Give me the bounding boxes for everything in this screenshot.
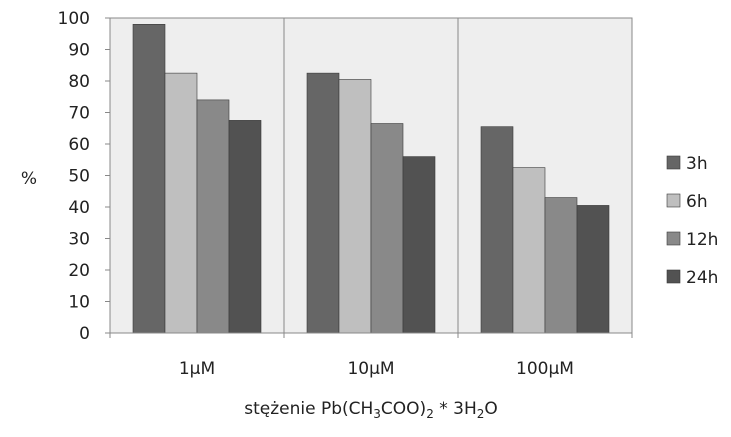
y-axis: 0 10 20 30 40 50 60 70 80 90 100 xyxy=(58,9,111,344)
bar-12h-0 xyxy=(196,99,230,334)
bar-24h-2 xyxy=(576,205,610,334)
y-tick-label: 40 xyxy=(68,198,90,218)
bar-24h-0 xyxy=(228,120,262,334)
y-tick-label: 30 xyxy=(68,230,90,250)
bar-6h-2 xyxy=(512,167,546,334)
y-tick-label: 80 xyxy=(68,72,90,92)
category-dividers xyxy=(283,18,459,333)
y-tick-label: 60 xyxy=(68,135,90,155)
y-tick-label: 90 xyxy=(68,41,90,61)
x-axis-title: stężenie Pb(CH3COO)2 * 3H2O xyxy=(244,399,498,421)
y-tick-label: 20 xyxy=(68,261,90,281)
legend-label-24h: 24h xyxy=(686,268,718,288)
y-tick-label: 50 xyxy=(68,167,90,187)
y-tick-label: 70 xyxy=(68,104,90,124)
bar-6h-0 xyxy=(164,72,198,334)
bar-12h-2 xyxy=(544,197,578,334)
legend-swatch-3h xyxy=(666,155,681,170)
legend-label-12h: 12h xyxy=(686,230,718,250)
legend-label-3h: 3h xyxy=(686,154,708,174)
legend-swatch-6h xyxy=(666,193,681,208)
legend-swatch-12h xyxy=(666,231,681,246)
bar-24h-1 xyxy=(402,156,436,334)
legend-swatch-24h xyxy=(666,269,681,284)
x-tick-label: 10μM xyxy=(347,359,394,379)
x-axis: 1μM 10μM 100μM xyxy=(109,332,633,379)
x-tick-label: 1μM xyxy=(179,359,215,379)
y-axis-title: % xyxy=(21,169,37,189)
bar-12h-1 xyxy=(370,123,404,334)
bar-3h-1 xyxy=(306,72,340,334)
legend: 3h 6h 12h 24h xyxy=(666,154,718,288)
y-tick-label: 10 xyxy=(68,293,90,313)
bars xyxy=(132,23,610,334)
bar-6h-1 xyxy=(338,79,372,334)
y-tick-label: 0 xyxy=(79,324,90,344)
bar-3h-0 xyxy=(132,23,166,334)
x-tick-label: 100μM xyxy=(516,359,574,379)
bar-3h-2 xyxy=(480,126,514,334)
y-tick-label: 100 xyxy=(58,9,90,29)
legend-label-6h: 6h xyxy=(686,192,708,212)
